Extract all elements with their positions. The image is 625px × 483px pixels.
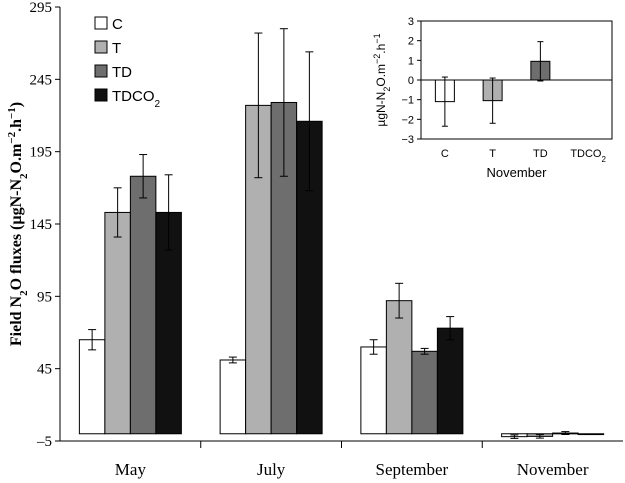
legend-label-c: C — [112, 16, 123, 33]
inset-y-tick-label: −3 — [401, 134, 414, 146]
y-tick-label: 45 — [37, 362, 52, 378]
inset-y-tick-label: 2 — [408, 36, 414, 48]
y-tick-label: 145 — [30, 217, 53, 233]
legend-swatch-tdco2 — [94, 88, 108, 102]
bar-t-september — [385, 300, 413, 435]
x-tick-label: November — [517, 460, 589, 479]
x-tick-label: September — [376, 460, 449, 479]
legend-label-t: T — [112, 40, 121, 57]
inset-y-tick-label: −1 — [401, 95, 414, 107]
inset-y-tick-label: −2 — [401, 114, 414, 126]
legend-label-tdco2: TDCO2 — [112, 88, 161, 110]
bar-c-july — [219, 359, 247, 435]
bar-tdco2-november — [577, 433, 605, 436]
y-tick-label: 95 — [37, 289, 52, 305]
legend-label-td: TD — [112, 64, 132, 81]
bar-td-september — [411, 350, 438, 435]
legend-swatch-c — [94, 16, 108, 30]
x-tick-label: July — [257, 460, 286, 479]
inset-x-axis-label: November — [487, 165, 548, 180]
y-tick-label: 245 — [30, 72, 53, 88]
inset-x-tick-label: C — [441, 148, 449, 160]
bar-c-may — [78, 339, 106, 435]
y-tick-label: 295 — [30, 0, 53, 16]
inset-x-tick-label: TDCO2 — [570, 148, 606, 164]
legend-swatch-td — [94, 64, 108, 78]
y-tick-label: 195 — [30, 145, 53, 161]
bar-c-september — [360, 346, 387, 435]
y-tick-label: –5 — [36, 434, 52, 450]
inset-y-tick-label: 3 — [408, 16, 414, 28]
inset-y-axis-label: µgN-N2O.m−2.h−1 — [372, 33, 392, 126]
y-axis-label: Field N2O fluxes (µgN-N2O.m−2.h−1) — [6, 102, 30, 346]
bar-td-may — [129, 175, 157, 435]
inset-x-tick-label: TD — [533, 148, 548, 160]
bar-tdco2-september — [436, 327, 464, 435]
bar-t-may — [104, 211, 131, 435]
x-tick-label: May — [115, 460, 147, 479]
inset-x-tick-label: T — [489, 148, 496, 160]
inset-y-tick-label: 1 — [408, 55, 414, 67]
legend-swatch-t — [94, 40, 108, 54]
inset-y-tick-label: 0 — [408, 75, 414, 87]
